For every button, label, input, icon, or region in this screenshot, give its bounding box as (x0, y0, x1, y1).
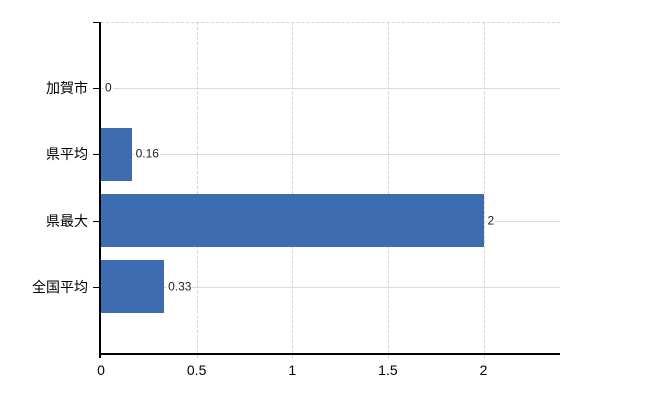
v-gridline (387, 22, 389, 358)
bar-value-label: 2 (486, 213, 496, 228)
category-label: 県最大 (46, 212, 88, 229)
y-axis-top-tick (93, 22, 101, 23)
bar-value-label: 0 (104, 80, 113, 95)
y-tick (93, 220, 101, 222)
x-tick-label: 0 (97, 362, 105, 378)
v-gridline (196, 22, 198, 358)
bar (101, 194, 484, 248)
category-label: 県平均 (46, 146, 88, 163)
plot-top-border (101, 22, 560, 23)
h-gridline (101, 286, 560, 288)
bar (101, 260, 165, 314)
y-tick (93, 154, 101, 156)
y-axis (99, 22, 101, 358)
y-tick (93, 88, 101, 90)
category-label: 加賀市 (46, 80, 88, 97)
v-gridline (292, 22, 294, 358)
x-tick-label: 1 (288, 362, 297, 378)
v-gridline (483, 22, 485, 358)
bar-value-label: 0.16 (134, 146, 160, 161)
x-tick-label: 2 (479, 362, 488, 378)
category-label: 全国平均 (32, 278, 88, 295)
x-tick-label: 1.5 (378, 362, 398, 378)
h-gridline (101, 154, 560, 156)
bar-value-label: 0.33 (167, 279, 193, 294)
x-tick-label: 0.5 (186, 362, 207, 378)
x-axis (99, 353, 560, 355)
h-gridline (101, 88, 560, 90)
bar (101, 127, 132, 181)
y-tick (93, 286, 101, 288)
